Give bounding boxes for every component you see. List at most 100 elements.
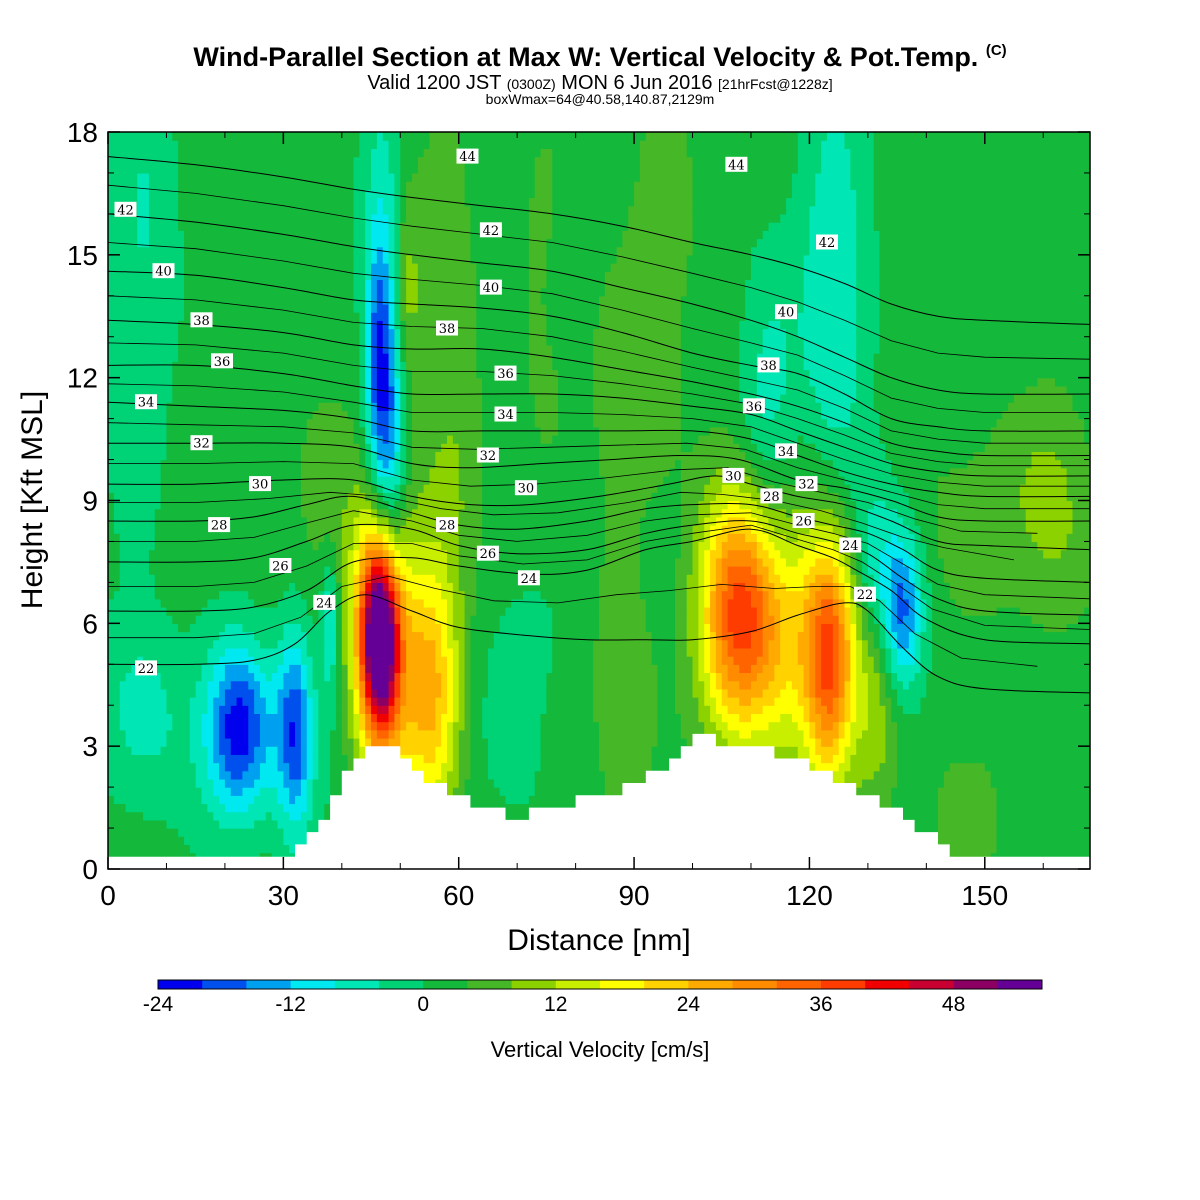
velocity-cell	[651, 754, 659, 764]
velocity-cell	[447, 672, 454, 682]
velocity-cell	[236, 664, 244, 674]
velocity-cell	[1025, 746, 1033, 755]
velocity-cell	[271, 828, 279, 837]
velocity-cell	[400, 729, 407, 739]
velocity-cell	[844, 729, 851, 739]
velocity-cell	[599, 778, 606, 788]
velocity-cell	[943, 770, 951, 780]
velocity-cell	[406, 623, 413, 633]
velocity-cell	[815, 705, 822, 715]
velocity-cell	[926, 778, 933, 788]
velocity-cell	[236, 811, 244, 821]
velocity-cell	[259, 672, 267, 682]
velocity-cell	[312, 656, 320, 665]
velocity-cell	[236, 729, 244, 739]
velocity-cell	[365, 721, 372, 731]
velocity-cell	[727, 713, 735, 723]
velocity-cell	[458, 770, 466, 780]
velocity-cell	[821, 705, 828, 715]
velocity-cell	[312, 647, 320, 657]
velocity-cell	[990, 836, 998, 846]
velocity-cell	[259, 828, 267, 837]
velocity-cell	[628, 754, 635, 764]
velocity-cell	[786, 688, 793, 698]
velocity-cell	[452, 746, 460, 755]
velocity-cell	[1043, 656, 1050, 665]
velocity-cell	[195, 787, 203, 796]
velocity-cell	[207, 639, 214, 649]
velocity-cell	[984, 664, 992, 674]
velocity-cell	[534, 713, 542, 723]
velocity-cell	[242, 729, 249, 739]
velocity-cell	[739, 721, 746, 731]
velocity-cell	[1060, 778, 1068, 788]
velocity-cell	[423, 639, 431, 649]
velocity-cell	[990, 631, 998, 641]
velocity-cell	[172, 721, 179, 731]
velocity-cell	[335, 631, 343, 641]
velocity-cell	[277, 729, 284, 739]
velocity-cell	[902, 647, 910, 657]
velocity-cell	[528, 754, 536, 764]
velocity-cell	[815, 664, 822, 674]
velocity-cell	[610, 697, 618, 706]
velocity-cell	[949, 697, 957, 706]
velocity-cell	[242, 697, 249, 706]
velocity-cell	[219, 697, 226, 706]
velocity-cell	[528, 639, 536, 649]
velocity-cell	[523, 705, 530, 715]
velocity-cell	[546, 656, 553, 665]
velocity-cell	[213, 623, 220, 633]
velocity-cell	[254, 705, 261, 715]
velocity-cell	[821, 639, 828, 649]
velocity-cell	[622, 664, 629, 674]
velocity-cell	[487, 713, 495, 723]
velocity-cell	[283, 623, 290, 633]
velocity-cell	[452, 705, 460, 715]
velocity-cell	[587, 713, 594, 723]
velocity-cell	[306, 811, 314, 821]
velocity-cell	[879, 680, 887, 690]
valid-time-prefix: Valid 1200 JST	[367, 72, 502, 94]
velocity-cell	[587, 778, 594, 788]
velocity-cell	[125, 836, 132, 846]
velocity-cell	[645, 737, 653, 747]
velocity-cell	[189, 697, 197, 706]
velocity-cell	[768, 680, 775, 690]
velocity-cell	[973, 778, 980, 788]
velocity-cell	[429, 647, 436, 657]
velocity-cell	[599, 746, 606, 755]
velocity-cell	[973, 713, 980, 723]
velocity-cell	[780, 656, 787, 665]
velocity-cell	[365, 647, 372, 657]
velocity-cell	[528, 778, 536, 788]
velocity-cell	[353, 656, 360, 665]
velocity-cell	[669, 697, 676, 706]
velocity-cell	[160, 688, 168, 698]
velocity-cell	[523, 656, 530, 665]
velocity-cell	[528, 664, 536, 674]
velocity-cell	[908, 770, 916, 780]
velocity-cell	[663, 713, 670, 723]
velocity-cell	[569, 705, 577, 715]
velocity-cell	[797, 647, 805, 657]
velocity-cell	[277, 746, 284, 755]
velocity-cell	[1031, 631, 1038, 641]
velocity-cell	[949, 828, 957, 837]
velocity-cell	[517, 770, 524, 780]
velocity-cell	[131, 656, 138, 665]
velocity-cell	[686, 697, 694, 706]
velocity-cell	[382, 672, 390, 682]
velocity-cell	[493, 737, 501, 747]
velocity-cell	[797, 680, 805, 690]
velocity-cell	[312, 819, 320, 829]
velocity-cell	[1060, 795, 1068, 805]
velocity-cell	[914, 713, 922, 723]
velocity-cell	[1031, 803, 1038, 813]
velocity-cell	[330, 721, 337, 731]
velocity-cell	[756, 664, 764, 674]
velocity-cell	[143, 680, 150, 690]
velocity-cell	[265, 631, 273, 641]
velocity-cell	[745, 697, 752, 706]
velocity-cell	[768, 639, 775, 649]
